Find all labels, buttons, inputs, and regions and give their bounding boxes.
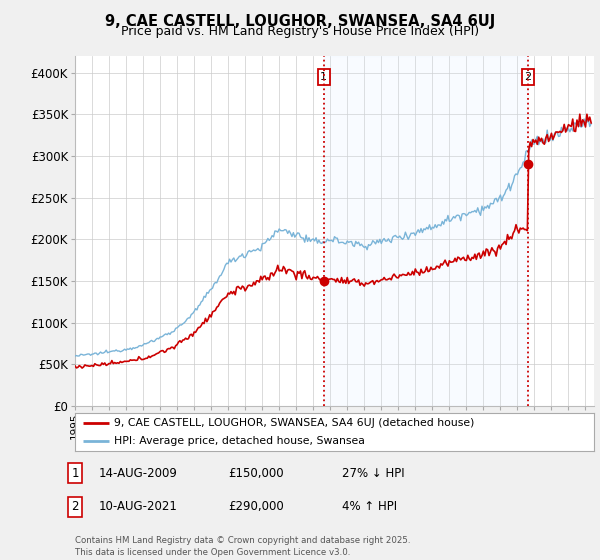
Text: Price paid vs. HM Land Registry's House Price Index (HPI): Price paid vs. HM Land Registry's House … (121, 25, 479, 38)
Bar (324, 56, 528, 406)
Text: 4% ↑ HPI: 4% ↑ HPI (342, 500, 397, 514)
Text: 1: 1 (71, 466, 79, 480)
Text: £150,000: £150,000 (228, 466, 284, 480)
Text: 9, CAE CASTELL, LOUGHOR, SWANSEA, SA4 6UJ (detached house): 9, CAE CASTELL, LOUGHOR, SWANSEA, SA4 6U… (114, 418, 475, 428)
Text: 27% ↓ HPI: 27% ↓ HPI (342, 466, 404, 480)
Text: Contains HM Land Registry data © Crown copyright and database right 2025.
This d: Contains HM Land Registry data © Crown c… (75, 536, 410, 557)
Text: HPI: Average price, detached house, Swansea: HPI: Average price, detached house, Swan… (114, 436, 365, 446)
Text: 2: 2 (71, 500, 79, 514)
Text: 2: 2 (524, 72, 532, 82)
Text: 14-AUG-2009: 14-AUG-2009 (99, 466, 178, 480)
Text: 1: 1 (320, 72, 327, 82)
Text: 10-AUG-2021: 10-AUG-2021 (99, 500, 178, 514)
Text: £290,000: £290,000 (228, 500, 284, 514)
Text: 9, CAE CASTELL, LOUGHOR, SWANSEA, SA4 6UJ: 9, CAE CASTELL, LOUGHOR, SWANSEA, SA4 6U… (105, 14, 495, 29)
